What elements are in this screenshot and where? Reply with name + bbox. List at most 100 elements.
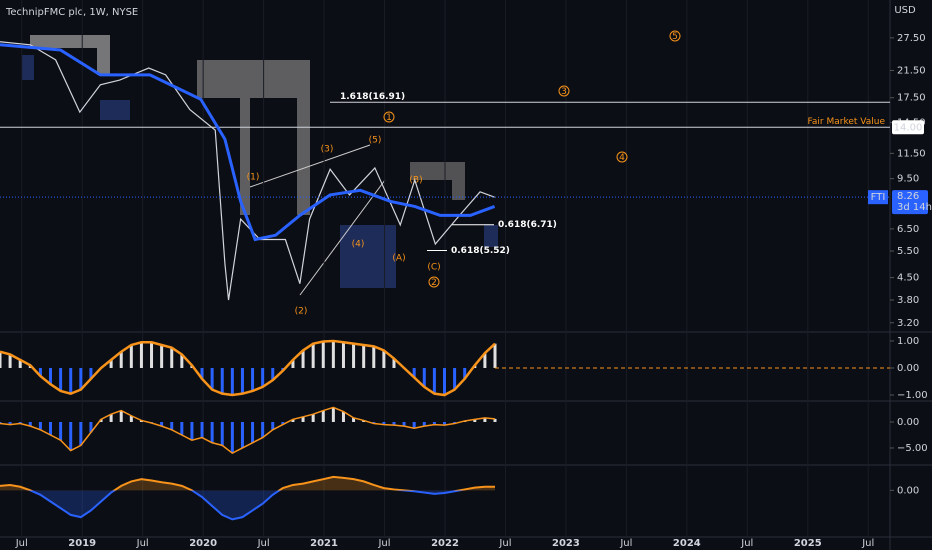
histogram-bar <box>372 346 376 368</box>
histogram-bar <box>170 347 174 368</box>
histogram-bar <box>453 421 457 424</box>
wave-label: (C) <box>427 263 440 273</box>
histogram-bar <box>341 411 345 422</box>
y-tick-label: 5.50 <box>897 246 919 257</box>
fib-label: 0.618(6.71) <box>498 220 557 230</box>
histogram-bar <box>271 421 275 430</box>
zones <box>22 35 498 296</box>
histogram-bar <box>89 367 93 379</box>
cycle-label: 4 <box>619 153 625 163</box>
x-tick-label: 2022 <box>431 538 459 549</box>
area-line <box>0 475 495 521</box>
histogram-bar <box>251 367 255 391</box>
y-axis-label: USD <box>894 5 916 16</box>
cycle-circle <box>616 151 628 163</box>
histogram-bar <box>251 421 255 443</box>
y-tick-label: 0.00 <box>897 363 919 374</box>
countdown: 3d 14h <box>897 202 932 213</box>
histogram-bar <box>8 421 12 425</box>
histogram-bar <box>18 359 22 368</box>
histogram-bar <box>59 367 63 391</box>
histogram-bar <box>432 367 436 394</box>
level-label: Fair Market Value <box>808 117 886 127</box>
x-tick-label: Jul <box>619 538 632 549</box>
histogram-bar <box>291 359 295 368</box>
x-tick-label: Jul <box>15 538 28 549</box>
histogram-bar <box>0 421 2 424</box>
histogram-bar <box>453 367 457 390</box>
histogram-bar <box>321 341 325 368</box>
histogram-bar <box>210 421 214 443</box>
cycle-circle <box>383 111 395 123</box>
histogram-bar <box>230 367 234 396</box>
y-tick-label: 27.50 <box>897 33 926 44</box>
level-label: 1.618(16.91) <box>340 92 405 102</box>
histogram-bar <box>412 421 416 429</box>
histogram-bar <box>412 367 416 378</box>
chart-title: TechnipFMC plc, 1W, NYSE <box>5 7 138 18</box>
histogram-bar <box>119 410 123 422</box>
histogram-bar <box>230 421 234 454</box>
x-tick-label: 2025 <box>794 538 822 549</box>
y-tick-label: −5.00 <box>897 443 928 454</box>
histogram-bar <box>200 421 204 438</box>
histogram-bar <box>89 421 93 433</box>
histogram-bar <box>442 367 446 396</box>
x-tick-label: Jul <box>136 538 149 549</box>
histogram-bar <box>382 350 386 368</box>
cycle-circle <box>428 276 440 288</box>
histogram-bar <box>38 421 42 430</box>
cycle-label: 5 <box>672 32 678 42</box>
histogram-bar <box>18 421 22 424</box>
histogram-bar <box>180 354 184 368</box>
histogram-bar <box>261 367 265 387</box>
histogram-bar <box>109 414 113 422</box>
wave-label: (3) <box>321 145 334 155</box>
histogram-bar <box>240 367 244 394</box>
x-tick-label: 2021 <box>310 538 338 549</box>
wave-label: (A) <box>392 254 405 264</box>
histogram-bar <box>362 345 366 368</box>
histogram-bar <box>99 419 103 422</box>
histogram-bar <box>129 415 133 422</box>
y-tick-label: 0.00 <box>897 485 919 496</box>
y-tick-label: 9.50 <box>897 174 919 185</box>
area-fill <box>0 476 495 520</box>
wave-label: (2) <box>295 307 308 317</box>
histogram-bar <box>392 358 396 368</box>
histogram-bar <box>150 342 154 368</box>
histogram-bar <box>190 421 194 441</box>
x-tick-label: 2020 <box>189 538 217 549</box>
histogram-bar <box>422 367 426 387</box>
histogram-bar <box>261 421 265 438</box>
histogram-bar <box>200 367 204 379</box>
histogram-bar <box>422 421 426 427</box>
cycle-circle <box>669 30 681 42</box>
x-tick-label: Jul <box>377 538 390 549</box>
price-tag-label: 8.26 <box>897 191 919 202</box>
histogram-bar <box>240 421 244 448</box>
histogram-bar <box>493 343 497 368</box>
histogram-bar <box>301 416 305 422</box>
histogram-bar <box>49 421 53 435</box>
histogram-bar <box>180 421 184 435</box>
histogram-bar <box>352 417 356 422</box>
histogram-bar <box>352 343 356 368</box>
x-tick-label: Jul <box>740 538 753 549</box>
histogram-bar <box>331 407 335 422</box>
y-tick-label: 6.50 <box>897 224 919 235</box>
y-tick-label: 4.50 <box>897 273 919 284</box>
cycle-label: 2 <box>431 278 437 288</box>
last-price-tag <box>868 190 888 205</box>
histogram-bar <box>28 421 32 427</box>
histogram-bar <box>220 367 224 394</box>
histogram-bar <box>291 419 295 422</box>
histogram-bar <box>79 367 83 390</box>
x-tick-label: Jul <box>861 538 874 549</box>
cycle-circle <box>558 85 570 97</box>
histogram-bar <box>402 421 406 427</box>
cycle-label: 3 <box>561 87 567 97</box>
histogram-bar <box>311 414 315 422</box>
price-tag-label: 14.00 <box>894 122 923 133</box>
